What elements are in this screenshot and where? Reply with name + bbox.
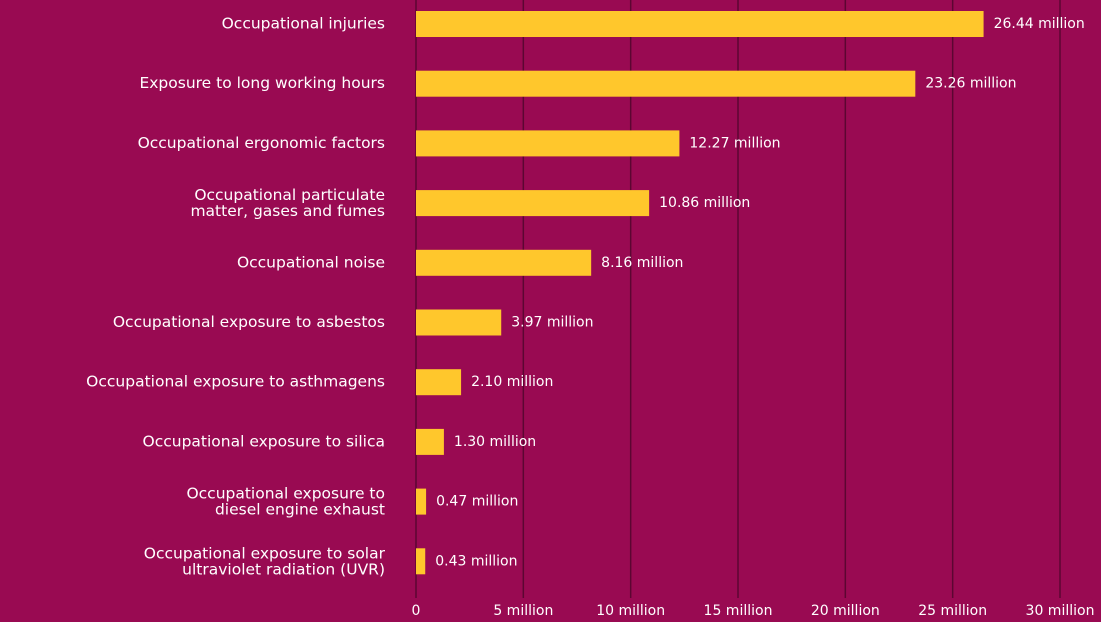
category-label: Exposure to long working hours [139, 74, 385, 92]
bar [416, 249, 592, 276]
grid [415, 0, 1061, 598]
value-label: 3.97 million [511, 315, 593, 331]
category-label: Occupational exposure to asbestos [113, 313, 385, 331]
value-label: 10.86 million [659, 195, 750, 211]
value-label: 8.16 million [601, 255, 683, 271]
bar [416, 130, 680, 157]
value-label: 2.10 million [471, 374, 553, 390]
bar [416, 190, 650, 217]
x-tick-label: 30 million [1026, 603, 1095, 619]
value-label: 12.27 million [689, 135, 780, 151]
x-tick-label: 15 million [704, 603, 773, 619]
category-label: Occupational exposure to silica [143, 432, 385, 450]
bar [416, 11, 984, 37]
bar [416, 70, 916, 97]
x-tick-label: 25 million [918, 603, 987, 619]
bar [416, 309, 502, 336]
category-label: Occupational noise [237, 253, 385, 271]
bar [416, 488, 427, 515]
category-label: Occupational ergonomic factors [138, 134, 385, 152]
category-label: Occupational exposure to solar ultraviole… [144, 544, 386, 578]
bar [416, 428, 444, 455]
category-label: Occupational particulate matter, gases an… [190, 186, 385, 220]
x-tick-label: 5 million [493, 603, 553, 619]
value-label: 23.26 million [925, 76, 1016, 92]
category-label: Occupational exposure to diesel engine ex… [186, 484, 385, 518]
category-label: Occupational injuries [222, 15, 385, 33]
x-tick-label: 20 million [811, 603, 880, 619]
category-label: Occupational exposure to asthmagens [86, 373, 385, 391]
value-label: 0.47 million [436, 494, 518, 510]
bar [416, 548, 426, 575]
value-label: 0.43 million [435, 553, 517, 569]
value-label: 1.30 million [454, 434, 536, 450]
bar [416, 369, 462, 396]
x-tick-label: 10 million [596, 603, 665, 619]
value-label: 26.44 million [994, 16, 1085, 32]
x-tick-label: 0 [412, 603, 421, 619]
bars: 26.44 million 23.26 million 12.27 million 1… [416, 11, 1085, 575]
